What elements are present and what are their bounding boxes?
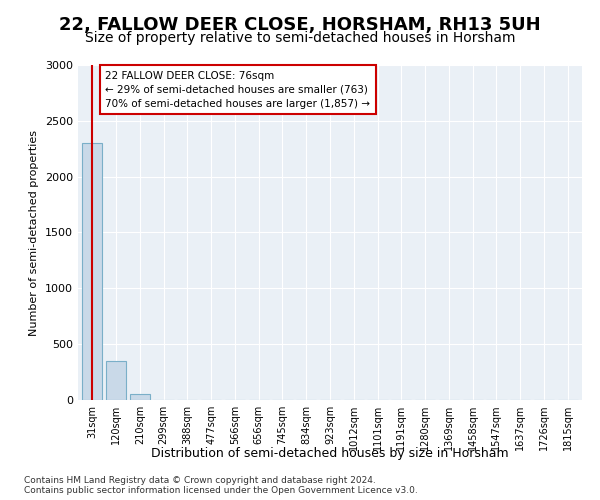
Text: Distribution of semi-detached houses by size in Horsham: Distribution of semi-detached houses by … bbox=[151, 448, 509, 460]
Bar bbox=[130, 394, 150, 400]
Text: Contains public sector information licensed under the Open Government Licence v3: Contains public sector information licen… bbox=[24, 486, 418, 495]
Text: Contains HM Land Registry data © Crown copyright and database right 2024.: Contains HM Land Registry data © Crown c… bbox=[24, 476, 376, 485]
Text: 22 FALLOW DEER CLOSE: 76sqm
← 29% of semi-detached houses are smaller (763)
70% : 22 FALLOW DEER CLOSE: 76sqm ← 29% of sem… bbox=[106, 70, 370, 108]
Y-axis label: Number of semi-detached properties: Number of semi-detached properties bbox=[29, 130, 40, 336]
Bar bbox=[106, 361, 126, 400]
Bar bbox=[82, 143, 103, 400]
Text: Size of property relative to semi-detached houses in Horsham: Size of property relative to semi-detach… bbox=[85, 31, 515, 45]
Text: 22, FALLOW DEER CLOSE, HORSHAM, RH13 5UH: 22, FALLOW DEER CLOSE, HORSHAM, RH13 5UH bbox=[59, 16, 541, 34]
